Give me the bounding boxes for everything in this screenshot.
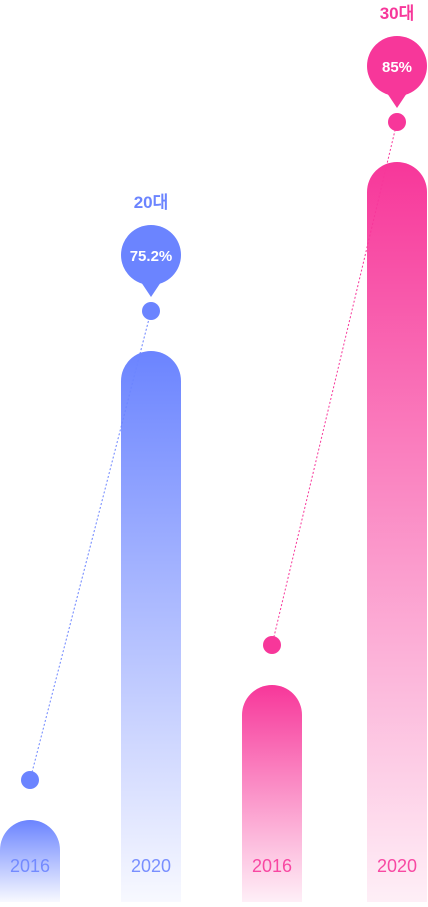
bar-2016-0	[0, 820, 60, 902]
bar-2020-1	[367, 162, 427, 902]
x-tick-label-2020: 2020	[377, 856, 417, 876]
point-marker-1-0	[142, 302, 160, 320]
group-label-0: 20대	[134, 193, 169, 212]
x-tick-label-2016: 2016	[252, 856, 292, 876]
point-marker-0-0	[21, 771, 39, 789]
point-marker-1-1	[388, 113, 406, 131]
value-bubble-tail-0	[141, 282, 161, 297]
bar-2020-0	[121, 351, 181, 902]
value-bubble-0	[121, 225, 181, 285]
x-tick-label-2016: 2016	[10, 856, 50, 876]
connector-line-1	[271, 121, 398, 646]
data-label-0: 75.2%	[130, 248, 173, 265]
group-label-1: 30대	[380, 4, 415, 23]
value-bubble-1	[367, 36, 427, 96]
point-marker-0-1	[263, 636, 281, 654]
value-bubble-tail-1	[387, 93, 407, 108]
x-tick-label-2020: 2020	[131, 856, 171, 876]
connector-line-0	[29, 310, 152, 781]
data-label-1: 85%	[382, 59, 412, 76]
bar-2016-1	[242, 685, 302, 902]
